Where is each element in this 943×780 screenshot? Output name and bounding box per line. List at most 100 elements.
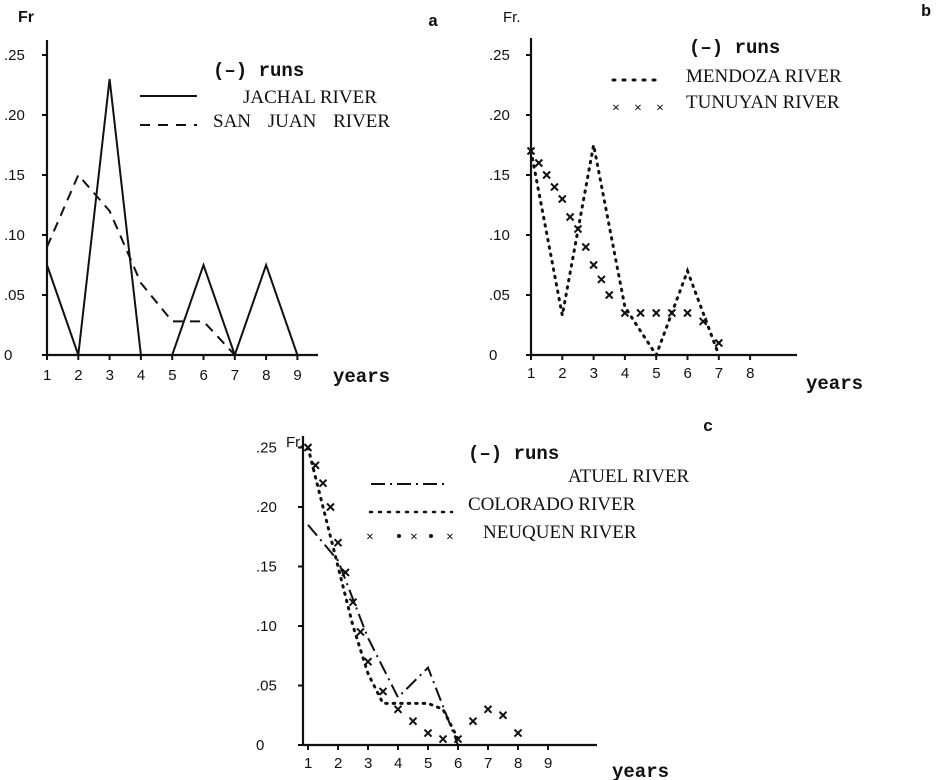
x-tick-label: 5: [424, 755, 432, 772]
y-tick-label: .25: [4, 47, 25, 64]
data-point: [558, 194, 567, 204]
data-point: [573, 224, 583, 234]
data-point: [483, 705, 493, 714]
panel-b-legend-mendoza: MENDOZA RIVER: [686, 66, 842, 87]
data-point: [605, 290, 614, 300]
y-tick-label: .20: [489, 107, 510, 124]
x-tick-label: 8: [514, 755, 522, 772]
y-tick-label: 0: [4, 347, 12, 364]
data-point: [526, 146, 536, 156]
data-point: [667, 308, 677, 318]
x-tick-label: 3: [364, 755, 372, 772]
data-point: [303, 443, 313, 452]
data-point: [620, 308, 630, 318]
data-point: [326, 502, 335, 512]
svg-text:×: ×: [612, 101, 620, 116]
data-point: [378, 687, 388, 696]
panel-b-legend-title: (–) runs: [689, 37, 780, 59]
x-tick-label: 3: [106, 367, 114, 384]
x-tick-label: 1: [304, 755, 312, 772]
panel-b-series-mendoza-river: [529, 144, 721, 359]
panel-b-legend-swatch-tunuyan: × × ×: [612, 101, 664, 116]
data-point: [550, 182, 559, 192]
x-tick-label: 7: [715, 365, 723, 382]
panel-a-legend-jachal: JACHAL RIVER: [243, 87, 377, 108]
y-tick-label: .10: [256, 618, 277, 635]
data-point: [393, 705, 403, 714]
data-point: [341, 568, 350, 577]
data-point: [636, 308, 645, 318]
svg-text:×: ×: [634, 101, 642, 116]
y-tick-label: .20: [256, 499, 277, 516]
panel-b-legend-tunuyan: TUNUYAN RIVER: [686, 92, 840, 113]
data-point: [683, 308, 692, 318]
panel-c-label: c: [703, 418, 713, 437]
panel-c-legend-atuel: ATUEL RIVER: [568, 466, 690, 487]
panel-a-x-axis-label: years: [333, 366, 390, 388]
x-tick-label: 1: [43, 367, 51, 384]
x-tick-label: 5: [168, 367, 176, 384]
y-tick-label: .15: [4, 167, 25, 184]
x-tick-label: 9: [544, 755, 552, 772]
y-tick-label: .05: [256, 678, 277, 695]
panel-c-series-neuquen-river: [303, 443, 523, 744]
panel-a-legend-title: (–) runs: [213, 60, 304, 82]
x-tick-label: 2: [558, 365, 566, 382]
data-point: [513, 728, 523, 738]
data-point: [597, 275, 606, 284]
x-tick-label: 4: [394, 755, 402, 772]
panel-a: a Fr years (–) runs JACHAL RIVER SAN JUA…: [4, 9, 438, 388]
panel-b-label: b: [921, 3, 931, 22]
y-tick-label: .25: [489, 47, 510, 64]
data-point: [423, 728, 433, 738]
panel-b-y-axis-label: Fr.: [503, 9, 521, 26]
x-tick-label: 2: [74, 367, 82, 384]
svg-text:×: ×: [410, 530, 418, 545]
panel-c-x-axis-label: years: [612, 761, 669, 780]
panel-a-legend-san-juan: SAN JUAN RIVER: [213, 111, 390, 132]
x-tick-label: 9: [293, 367, 301, 384]
data-point: [542, 170, 551, 180]
data-point: [651, 308, 661, 318]
x-tick-label: 2: [334, 755, 342, 772]
y-tick-label: .20: [4, 107, 25, 124]
x-tick-label: 6: [200, 367, 208, 384]
x-tick-label: 3: [590, 365, 598, 382]
y-tick-label: .15: [489, 167, 510, 184]
x-tick-label: 7: [484, 755, 492, 772]
data-point: [498, 711, 508, 720]
x-tick-label: 5: [652, 365, 660, 382]
x-tick-label: 7: [231, 367, 239, 384]
data-point: [453, 734, 463, 744]
panel-b-x-axis-label: years: [806, 373, 863, 395]
data-point: [318, 478, 328, 488]
data-point: [333, 538, 343, 547]
y-tick-label: .10: [4, 227, 25, 244]
x-tick-label: 8: [746, 365, 754, 382]
data-point: [311, 461, 320, 470]
svg-text:×: ×: [656, 101, 664, 116]
x-tick-label: 4: [621, 365, 629, 382]
data-point: [714, 338, 724, 348]
data-point: [589, 260, 598, 270]
x-tick-label: 1: [527, 365, 535, 382]
data-point: [468, 716, 478, 726]
x-tick-label: 8: [262, 367, 270, 384]
y-tick-label: .15: [256, 559, 277, 576]
y-tick-label: .10: [489, 227, 510, 244]
data-point: [698, 317, 708, 326]
panel-b: b Fr. years (–) runs MENDOZA RIVER × × ×…: [489, 3, 931, 395]
data-point: [408, 716, 418, 726]
panel-a-label: a: [428, 13, 438, 32]
panel-a-series-jachal-river: [46, 78, 299, 359]
data-point: [581, 242, 590, 252]
y-tick-label: .05: [489, 287, 510, 304]
y-tick-label: 0: [256, 737, 264, 754]
panel-c: c Fr. years (–) runs ATUEL RIVER COLORAD…: [256, 418, 713, 780]
panel-a-series-san-juan-river: [46, 173, 236, 356]
panel-a-y-axis-label: Fr: [18, 9, 34, 26]
data-point: [363, 657, 373, 666]
x-tick-label: 4: [137, 367, 145, 384]
panel-c-legend-colorado: COLORADO RIVER: [468, 494, 636, 515]
